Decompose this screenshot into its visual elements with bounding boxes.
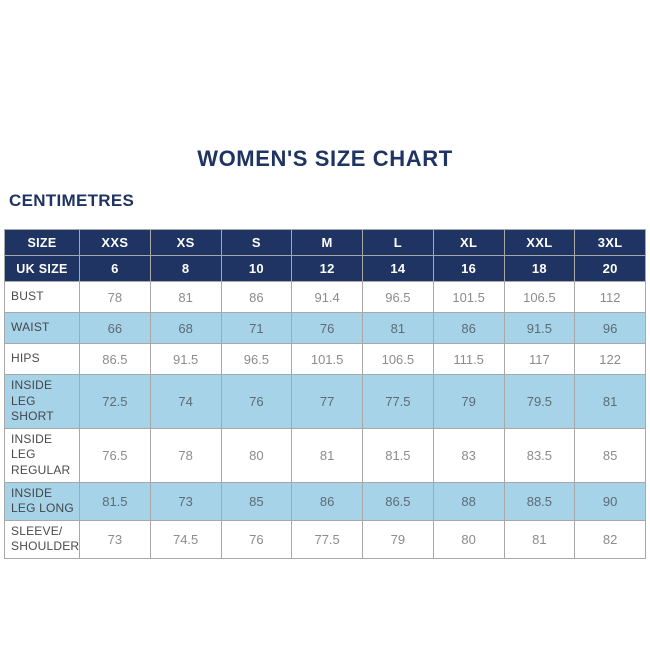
value-cell: 79	[362, 519, 434, 559]
table-row: INSIDE LEG REGULAR 76.5 78 80 81 81.5 83 83.5 85	[4, 427, 646, 483]
value-cell: 72.5	[79, 374, 151, 429]
value-cell: 77.5	[362, 374, 434, 429]
value-cell: 66	[79, 312, 151, 344]
value-cell: 81.5	[79, 481, 151, 521]
value-cell: 86.5	[79, 343, 151, 375]
value-cell: 78	[149, 427, 222, 483]
value-cell: 71	[220, 312, 293, 344]
value-cell: 106.5	[503, 281, 576, 313]
value-cell: 81	[362, 312, 434, 344]
row-label: BUST	[4, 281, 80, 313]
page: WOMEN'S SIZE CHART CENTIMETRES SIZE XXS XS…	[4, 146, 646, 559]
header-cell: 12	[291, 255, 363, 282]
value-cell: 81	[291, 427, 363, 483]
value-cell: 74.5	[149, 519, 222, 559]
header-cell: S	[220, 229, 293, 256]
header-cell: 10	[220, 255, 293, 282]
value-cell: 76	[291, 312, 363, 344]
value-cell: 88.5	[503, 481, 576, 521]
value-cell: 96	[574, 312, 646, 344]
value-cell: 73	[79, 519, 151, 559]
units-label: CENTIMETRES	[9, 191, 135, 210]
value-cell: 74	[149, 374, 222, 429]
value-cell: 80	[220, 427, 293, 483]
header-cell: 18	[503, 255, 576, 282]
value-cell: 101.5	[291, 343, 363, 375]
header-cell: 16	[432, 255, 505, 282]
size-table-body: BUST 78 81 86 91.4 96.5 101.5 106.5 112 WAIST 66 68…	[4, 281, 646, 559]
row-label: WAIST	[4, 312, 80, 344]
value-cell: 81	[574, 374, 646, 429]
header-cell: 8	[149, 255, 222, 282]
value-cell: 83	[432, 427, 505, 483]
value-cell: 90	[574, 481, 646, 521]
header-row-label: UK SIZE	[4, 255, 80, 282]
value-cell: 78	[79, 281, 151, 313]
value-cell: 91.5	[503, 312, 576, 344]
value-cell: 122	[574, 343, 646, 375]
table-row: HIPS 86.5 91.5 96.5 101.5 106.5 111.5 117 122	[4, 343, 646, 375]
value-cell: 96.5	[220, 343, 293, 375]
header-cell: 14	[362, 255, 434, 282]
value-cell: 96.5	[362, 281, 434, 313]
value-cell: 86	[220, 281, 293, 313]
header-cell: 6	[79, 255, 151, 282]
header-cell: XS	[149, 229, 222, 256]
value-cell: 82	[574, 519, 646, 559]
size-table: SIZE XXS XS S M L XL XXL 3XL UK SIZE 6 8 10 12 14 16 18 2…	[4, 229, 646, 559]
value-cell: 79.5	[503, 374, 576, 429]
value-cell: 81	[149, 281, 222, 313]
value-cell: 77.5	[291, 519, 363, 559]
row-label: INSIDE LEG SHORT	[4, 374, 80, 429]
header-cell: M	[291, 229, 363, 256]
header-row: UK SIZE 6 8 10 12 14 16 18 20	[4, 255, 646, 282]
value-cell: 76	[220, 519, 293, 559]
page-title: WOMEN'S SIZE CHART	[197, 146, 453, 171]
header-cell: 3XL	[574, 229, 646, 256]
header-cell: 20	[574, 255, 646, 282]
row-label: HIPS	[4, 343, 80, 375]
value-cell: 111.5	[432, 343, 505, 375]
value-cell: 106.5	[362, 343, 434, 375]
value-cell: 76	[220, 374, 293, 429]
value-cell: 91.4	[291, 281, 363, 313]
value-cell: 85	[220, 481, 293, 521]
value-cell: 68	[149, 312, 222, 344]
value-cell: 80	[432, 519, 505, 559]
value-cell: 81.5	[362, 427, 434, 483]
table-row: INSIDE LEG LONG 81.5 73 85 86 86.5 88 88.5 90	[4, 481, 646, 521]
value-cell: 101.5	[432, 281, 505, 313]
row-label: SLEEVE/ SHOULDER	[4, 519, 80, 559]
table-row: BUST 78 81 86 91.4 96.5 101.5 106.5 112	[4, 281, 646, 313]
table-row: INSIDE LEG SHORT 72.5 74 76 77 77.5 79 79.5 81	[4, 374, 646, 429]
value-cell: 117	[503, 343, 576, 375]
value-cell: 85	[574, 427, 646, 483]
value-cell: 76.5	[79, 427, 151, 483]
value-cell: 86	[291, 481, 363, 521]
value-cell: 81	[503, 519, 576, 559]
header-cell: XXS	[79, 229, 151, 256]
size-table-head: SIZE XXS XS S M L XL XXL 3XL UK SIZE 6 8 10 12 14 16 18 2…	[4, 229, 646, 282]
value-cell: 83.5	[503, 427, 576, 483]
value-cell: 77	[291, 374, 363, 429]
value-cell: 73	[149, 481, 222, 521]
header-cell: XL	[432, 229, 505, 256]
row-label: INSIDE LEG LONG	[4, 481, 80, 521]
header-cell: L	[362, 229, 434, 256]
header-cell: XXL	[503, 229, 576, 256]
table-row: WAIST 66 68 71 76 81 86 91.5 96	[4, 312, 646, 344]
table-row: SLEEVE/ SHOULDER 73 74.5 76 77.5 79 80 81 82	[4, 519, 646, 559]
value-cell: 112	[574, 281, 646, 313]
value-cell: 86.5	[362, 481, 434, 521]
value-cell: 79	[432, 374, 505, 429]
header-row-label: SIZE	[4, 229, 80, 256]
row-label: INSIDE LEG REGULAR	[4, 427, 80, 483]
header-row: SIZE XXS XS S M L XL XXL 3XL	[4, 229, 646, 256]
value-cell: 86	[432, 312, 505, 344]
value-cell: 91.5	[149, 343, 222, 375]
value-cell: 88	[432, 481, 505, 521]
